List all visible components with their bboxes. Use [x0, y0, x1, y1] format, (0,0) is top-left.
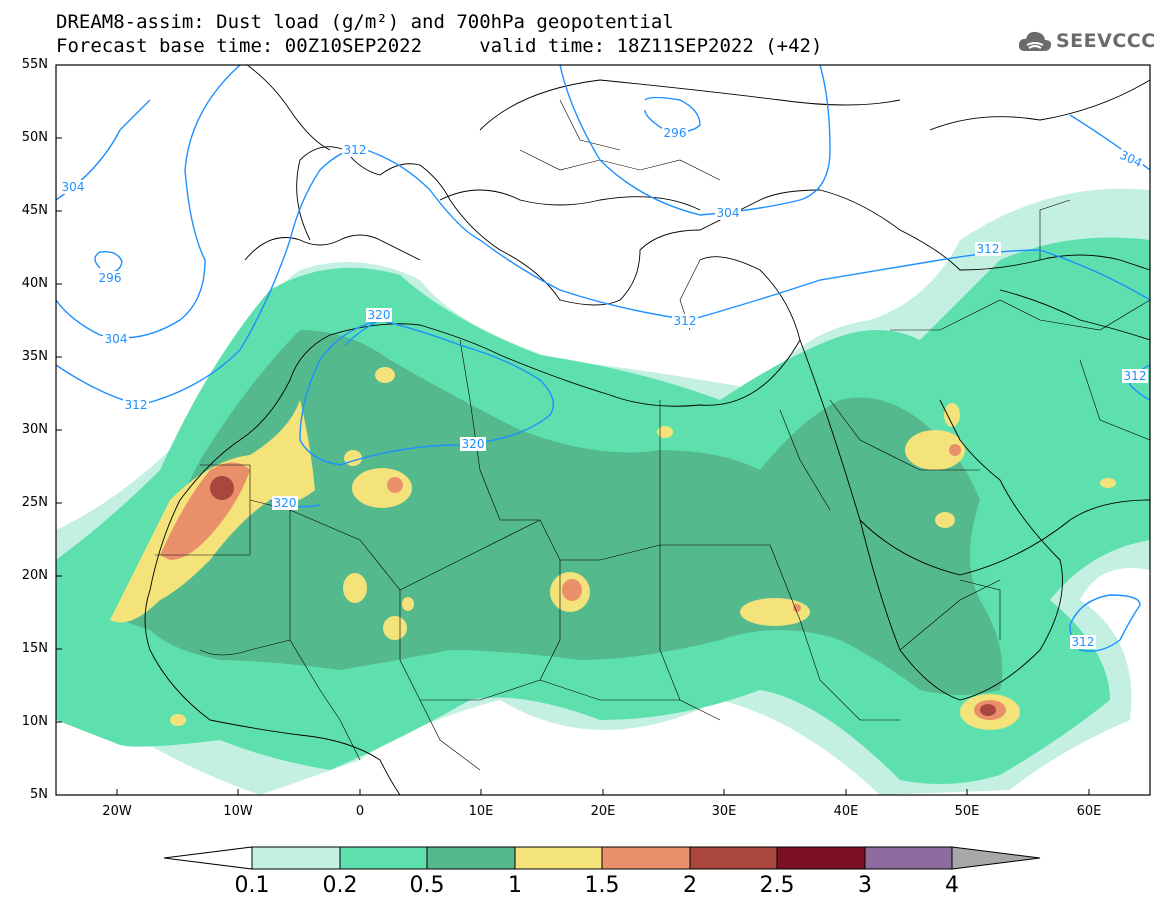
colorbar-label: 3: [858, 873, 872, 898]
contour-label-text: 312: [344, 143, 367, 157]
colorbar-swatch: [689, 846, 778, 870]
contour-label-text: 312: [674, 314, 697, 328]
contour-label: 304: [1116, 147, 1146, 171]
colorbar-label: 4: [945, 873, 959, 898]
colorbar-swatch: [339, 846, 428, 870]
colorbar-label: 0.5: [409, 873, 445, 898]
contour-label: 312: [672, 314, 698, 328]
colorbar-swatch: [514, 846, 603, 870]
contour-label: 312: [342, 143, 368, 157]
contour-label: 304: [60, 180, 86, 194]
contour-label-text: 304: [62, 180, 85, 194]
contour-label: 312: [975, 242, 1001, 256]
contour-label: 312: [123, 398, 149, 412]
colorbar-under: [163, 846, 253, 870]
colorbar-swatch: [864, 846, 953, 870]
contour-label-text: 312: [125, 398, 148, 412]
contour-label-text: 320: [462, 437, 485, 451]
contour-label-text: 320: [368, 308, 391, 322]
lon-label: 60E: [1076, 804, 1102, 819]
contour-label: 304: [103, 332, 129, 346]
lon-label: 20E: [590, 804, 616, 819]
colorbar-label: 0.2: [322, 873, 358, 898]
borders: [155, 99, 1150, 771]
lon-label: 20W: [102, 804, 132, 819]
lat-label: 40N: [21, 276, 48, 291]
lat-label: 35N: [21, 349, 48, 364]
contour-label: 312: [1159, 0, 1165, 3]
colorbar-label: 2: [683, 873, 697, 898]
colorbar-over: [951, 846, 1041, 870]
axis-ticks: [56, 64, 1090, 795]
contour-label: 312: [1122, 369, 1148, 383]
lon-label: 40E: [833, 804, 859, 819]
contour-label: 296: [97, 271, 123, 285]
contour-label-text: 320: [274, 496, 297, 510]
lon-label: 50E: [954, 804, 980, 819]
contour-label: 320: [460, 437, 486, 451]
contour-label: 304: [715, 206, 741, 220]
lat-label: 15N: [21, 641, 48, 656]
contour-label-text: 312: [1124, 369, 1147, 383]
contour-label: 320: [366, 308, 392, 322]
map-title: DREAM8-assim: Dust load (g/m²) and 700hP…: [56, 11, 674, 33]
colorbar-label: 1.5: [584, 873, 620, 898]
contour-label: 312: [1070, 635, 1096, 649]
colorbar: [163, 846, 1041, 870]
contour-label-text: 312: [1072, 635, 1095, 649]
colorbar-label: 2.5: [759, 873, 795, 898]
colorbar-swatch: [251, 846, 341, 870]
cloud-icon: [1018, 31, 1052, 51]
contour-label-text: 296: [664, 126, 687, 140]
lat-label: 10N: [21, 714, 48, 729]
lon-label: 10W: [223, 804, 253, 819]
lat-label: 20N: [21, 568, 48, 583]
colorbar-swatch: [426, 846, 516, 870]
contour-label-text: 296: [99, 271, 122, 285]
colorbar-label: 0.1: [234, 873, 270, 898]
seevccc-logo: SEEVCCC: [1018, 22, 1156, 60]
lat-label: 50N: [21, 130, 48, 145]
contour-label: 296: [662, 126, 688, 140]
colorbar-swatch: [776, 846, 866, 870]
lat-label: 45N: [21, 203, 48, 218]
lat-label: 30N: [21, 422, 48, 437]
colorbar-label: 1: [508, 873, 522, 898]
map-subtitle: Forecast base time: 00Z10SEP2022 valid t…: [56, 35, 823, 57]
lat-label: 55N: [21, 57, 48, 72]
dust-band-2: [210, 476, 996, 716]
contour-label-text: 304: [105, 332, 128, 346]
colorbar-swatch: [601, 846, 691, 870]
contour-labels: 304 296 312 304 296 304 312 320 312 320 …: [60, 0, 1165, 649]
contour-label-text: 312: [1159, 0, 1165, 3]
lon-label: 10E: [468, 804, 494, 819]
logo-text: SEEVCCC: [1056, 30, 1156, 52]
contour-label: 320: [272, 496, 298, 510]
lat-label: 5N: [30, 787, 48, 802]
geopotential-contours: [56, 65, 1150, 652]
lon-label: 30E: [711, 804, 737, 819]
lat-label: 25N: [21, 495, 48, 510]
lon-label: 0: [355, 804, 365, 819]
dust-field: [56, 188, 1150, 795]
contour-label-text: 304: [717, 206, 740, 220]
contour-label-text: 312: [977, 242, 1000, 256]
